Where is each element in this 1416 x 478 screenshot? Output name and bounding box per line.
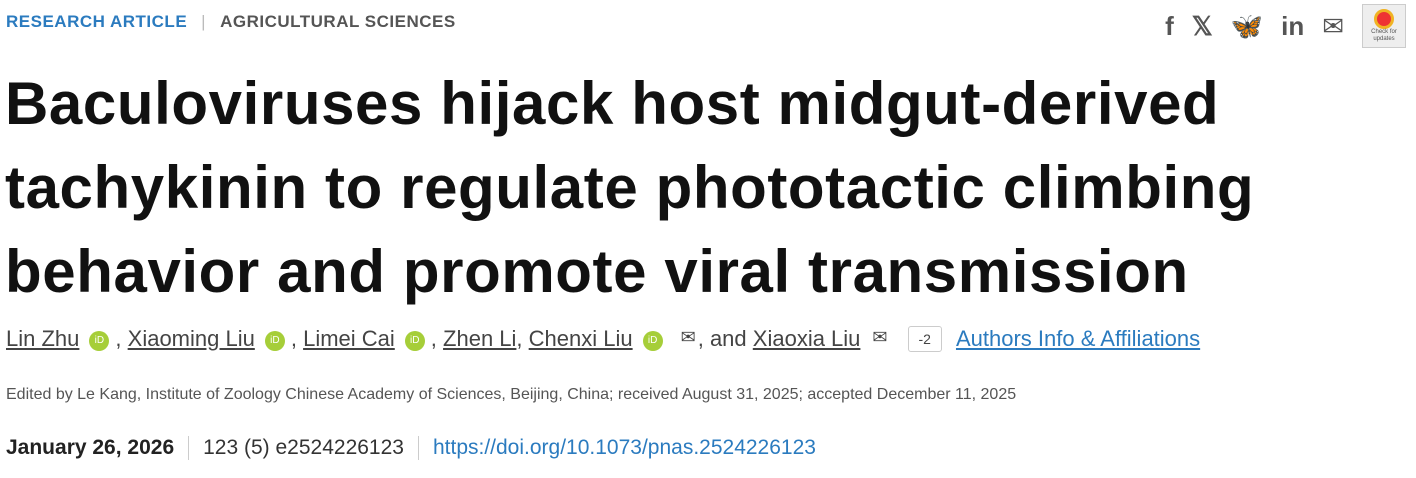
crossmark-icon <box>1374 9 1394 29</box>
comma: , <box>115 326 122 351</box>
author-link[interactable]: Lin Zhu <box>6 326 80 351</box>
author-link[interactable]: Chenxi Liu <box>528 326 633 351</box>
article-type[interactable]: RESEARCH ARTICLE <box>6 12 188 31</box>
subject[interactable]: AGRICULTURAL SCIENCES <box>220 12 456 31</box>
collapse-authors-button[interactable]: -2 <box>907 326 942 352</box>
email-icon[interactable]: ✉ <box>1322 10 1344 41</box>
orcid-icon[interactable]: iD <box>404 331 425 351</box>
author-link[interactable]: Xiaoxia Liu <box>752 326 861 351</box>
email-icon[interactable]: ✉ <box>680 327 696 347</box>
author-link[interactable]: Zhen Li <box>443 326 517 351</box>
article-category: RESEARCH ARTICLE | AGRICULTURAL SCIENCES <box>6 12 456 32</box>
authors-info-link[interactable]: Authors Info & Affiliations <box>955 326 1201 351</box>
author-list: Lin Zhu iD, Xiaoming Liu iD, Limei Cai iD , … <box>6 326 1200 352</box>
share-bar: f 𝕏 🦋 in ✉ Check for updates <box>1165 4 1406 48</box>
linkedin-icon[interactable]: in <box>1281 10 1305 41</box>
volume-issue: 123 (5) e2524226123 <box>189 436 419 460</box>
orcid-icon[interactable]: iD <box>264 331 285 351</box>
article-title: Baculoviruses hijack host midgut-derived… <box>5 70 1255 305</box>
publication-meta: January 26, 2026 123 (5) e2524226123 htt… <box>6 436 816 460</box>
orcid-icon[interactable]: iD <box>642 331 663 351</box>
editor-info: Edited by Le Kang, Institute of Zoology … <box>6 386 1017 403</box>
author-link[interactable]: Xiaoming Liu <box>127 326 255 351</box>
check-for-updates-label: Check for updates <box>1371 29 1397 42</box>
check-for-updates-badge[interactable]: Check for updates <box>1362 4 1406 48</box>
comma: , <box>430 326 437 351</box>
and-text: , and <box>697 326 747 351</box>
separator: | <box>201 12 207 31</box>
bluesky-icon[interactable]: 🦋 <box>1230 10 1264 41</box>
author-link[interactable]: Limei Cai <box>303 326 395 351</box>
facebook-icon[interactable]: f <box>1165 10 1174 41</box>
x-icon[interactable]: 𝕏 <box>1191 10 1213 41</box>
comma: , <box>290 326 297 351</box>
email-icon[interactable]: ✉ <box>872 327 888 347</box>
publication-date: January 26, 2026 <box>6 436 190 460</box>
doi-link[interactable]: https://doi.org/10.1073/pnas.2524226123 <box>432 436 816 459</box>
orcid-icon[interactable]: iD <box>89 331 110 351</box>
comma: , <box>516 326 523 351</box>
